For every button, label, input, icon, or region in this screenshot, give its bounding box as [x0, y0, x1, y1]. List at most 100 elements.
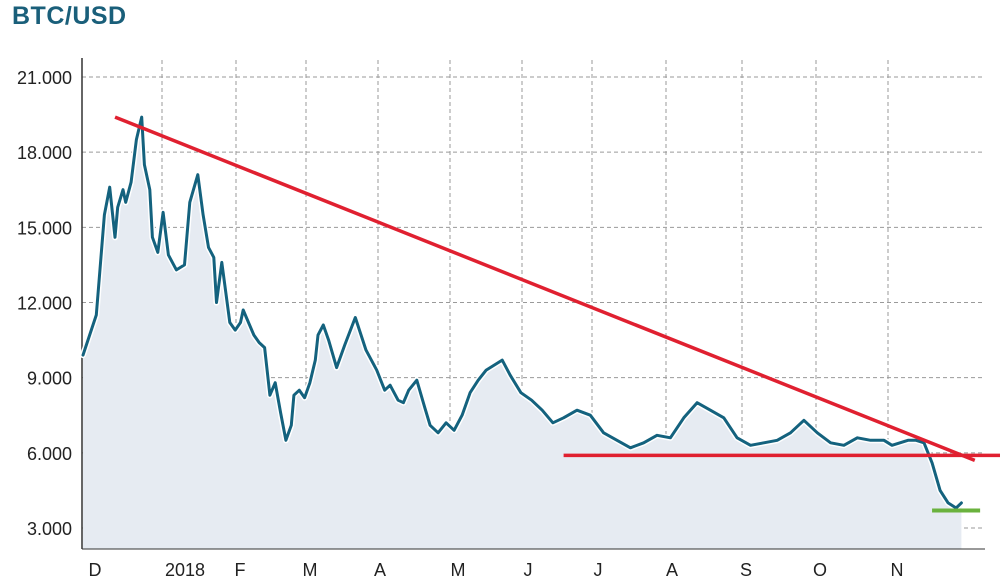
price-point: [290, 424, 293, 427]
price-point: [82, 354, 84, 356]
price-point: [424, 406, 426, 409]
price-point: [541, 409, 543, 412]
price-point: [429, 424, 431, 427]
price-point: [576, 409, 578, 412]
y-tick-label: 18.000: [17, 143, 72, 163]
price-point: [202, 214, 204, 216]
price-point: [736, 437, 738, 439]
annotation-layer: [114, 115, 1000, 513]
x-tick-label: D: [89, 560, 102, 580]
price-point: [269, 394, 271, 397]
price-point: [656, 434, 658, 437]
x-tick-label: O: [813, 560, 827, 580]
price-point: [629, 447, 632, 449]
price-point: [167, 254, 170, 256]
price-point: [562, 417, 565, 419]
price-point: [453, 429, 455, 432]
price-point: [931, 462, 933, 464]
price-point: [314, 359, 317, 361]
price-point: [95, 314, 98, 316]
x-tick-label: M: [303, 560, 318, 580]
price-point: [776, 439, 778, 442]
x-axis-ticks: D 2018 F M A M J J A S O N: [89, 560, 904, 580]
price-point: [843, 444, 845, 447]
price-point: [923, 442, 925, 444]
price-point: [397, 399, 399, 402]
price-point: [263, 346, 266, 349]
price-point: [317, 334, 319, 336]
price-point: [274, 381, 277, 384]
price-point: [416, 379, 418, 382]
price-point: [122, 188, 124, 191]
price-point: [354, 316, 357, 319]
price-point: [143, 163, 146, 166]
axes: [81, 58, 985, 550]
price-point: [709, 409, 712, 412]
price-point: [149, 188, 151, 191]
price-point: [829, 442, 832, 444]
price-point: [197, 173, 199, 176]
x-tick-label: S: [740, 560, 752, 580]
price-point: [157, 251, 159, 254]
price-line-layer: [80, 114, 965, 511]
price-point: [669, 437, 672, 439]
x-tick-label: M: [451, 560, 466, 580]
price-point: [279, 411, 282, 414]
price-point: [856, 437, 859, 439]
price-point: [253, 334, 255, 336]
price-point: [207, 246, 210, 249]
price-point: [589, 414, 592, 417]
price-point: [309, 381, 311, 384]
price-point: [891, 444, 893, 447]
price-point: [552, 422, 554, 424]
price-point: [327, 339, 330, 341]
x-tick-label: A: [374, 560, 386, 580]
price-point: [477, 379, 480, 382]
price-point: [947, 502, 949, 504]
price-point: [407, 389, 410, 392]
price-point: [258, 341, 261, 344]
price-point: [124, 201, 127, 204]
x-tick-label: A: [666, 560, 678, 580]
price-point: [789, 432, 792, 434]
price-point: [116, 206, 119, 209]
price-point: [616, 439, 618, 442]
price-point: [642, 442, 645, 444]
price-point: [293, 394, 295, 397]
price-point: [915, 439, 917, 442]
price-point: [402, 401, 405, 404]
price-point: [501, 359, 504, 361]
y-tick-label: 12.000: [17, 293, 72, 313]
x-tick-label: J: [594, 560, 603, 580]
price-point: [103, 214, 106, 216]
price-point: [899, 442, 901, 444]
price-point: [469, 391, 471, 394]
y-axis-ticks: 3.000 6.000 9.000 12.000 15.000 18.000 21.000: [17, 68, 72, 539]
price-point: [749, 444, 752, 447]
resistance-trendline: [114, 115, 976, 462]
price-point: [189, 201, 191, 204]
price-point: [229, 321, 231, 324]
price-point: [869, 439, 872, 442]
chart-title: BTC/USD: [12, 2, 127, 30]
price-point: [365, 349, 367, 351]
y-tick-label: 3.000: [27, 519, 72, 539]
price-point: [162, 211, 164, 214]
price-point: [215, 301, 218, 304]
price-point: [389, 384, 391, 387]
price-point: [530, 399, 533, 402]
price-point: [140, 116, 143, 118]
price-point: [602, 432, 605, 434]
price-point: [493, 364, 496, 366]
price-point: [955, 507, 957, 509]
y-tick-label: 21.000: [17, 68, 72, 88]
price-point: [509, 374, 512, 377]
price-point: [520, 391, 522, 394]
price-point: [239, 321, 242, 324]
price-point: [803, 419, 805, 422]
x-tick-label: F: [235, 560, 246, 580]
price-point: [234, 329, 236, 331]
price-point: [883, 439, 885, 442]
y-tick-label: 15.000: [17, 218, 72, 238]
